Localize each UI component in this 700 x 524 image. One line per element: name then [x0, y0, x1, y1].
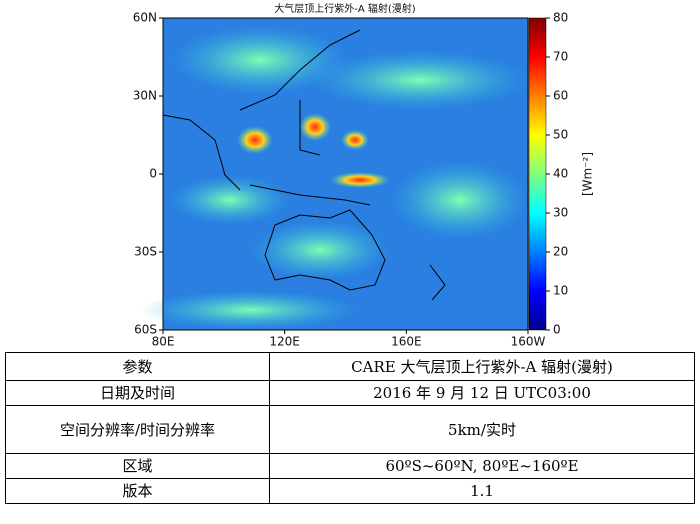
lon-tick-label: 120E: [269, 335, 300, 349]
map-image: [140, 18, 530, 330]
colorbar-tick-label: 20: [553, 245, 568, 259]
lat-tick-label: 60S: [134, 323, 157, 337]
lat-tick-label: 0: [149, 167, 157, 181]
table-row: 日期及时间 2016 年 9 月 12 日 UTC03:00: [5, 380, 695, 406]
value-cell: 2016 年 9 月 12 日 UTC03:00: [269, 380, 695, 406]
value-cell: 5km/实时: [269, 405, 695, 454]
lat-tick-label: 30S: [134, 245, 157, 259]
colorbar-tick-label: 40: [553, 167, 568, 181]
lon-tick-label: 160E: [391, 335, 422, 349]
colorbar-tick-label: 0: [553, 323, 561, 337]
lon-tick-label: 80E: [152, 335, 175, 349]
table-row: 参数 CARE 大气层顶上行紫外-A 辐射(漫射): [5, 352, 695, 381]
value-cell: 1.1: [269, 478, 695, 504]
value-cell: 60ºS~60ºN, 80ºE~160ºE: [269, 453, 695, 479]
lat-tick-label: 30N: [133, 89, 157, 103]
lat-tick-label: 60N: [133, 11, 157, 25]
colorbar-label: [Wm⁻²]: [581, 152, 595, 196]
colorbar: [528, 17, 547, 331]
map-title: 大气层顶上行紫外-A 辐射(漫射): [274, 2, 416, 15]
colorbar-tick-label: 10: [553, 284, 568, 298]
table-row: 版本 1.1: [5, 478, 695, 504]
label-cell: 版本: [5, 478, 270, 504]
lon-tick-label: 160W: [511, 335, 546, 349]
label-cell: 日期及时间: [5, 380, 270, 406]
colorbar-tick-label: 30: [553, 206, 568, 220]
colorbar-tick-label: 70: [553, 50, 568, 64]
colorbar-tick-label: 60: [553, 89, 568, 103]
info-table: 参数 CARE 大气层顶上行紫外-A 辐射(漫射) 日期及时间 2016 年 9 月 …: [5, 352, 695, 504]
table-row: 区域 60ºS~60ºN, 80ºE~160ºE: [5, 453, 695, 479]
label-cell: 参数: [5, 352, 270, 381]
label-cell: 区域: [5, 453, 270, 479]
colorbar-tick-label: 80: [553, 11, 568, 25]
label-cell: 空间分辨率/时间分辨率: [5, 405, 270, 454]
value-cell: CARE 大气层顶上行紫外-A 辐射(漫射): [269, 352, 695, 381]
colorbar-tick-label: 50: [553, 128, 568, 142]
table-row: 空间分辨率/时间分辨率 5km/实时: [5, 405, 695, 454]
